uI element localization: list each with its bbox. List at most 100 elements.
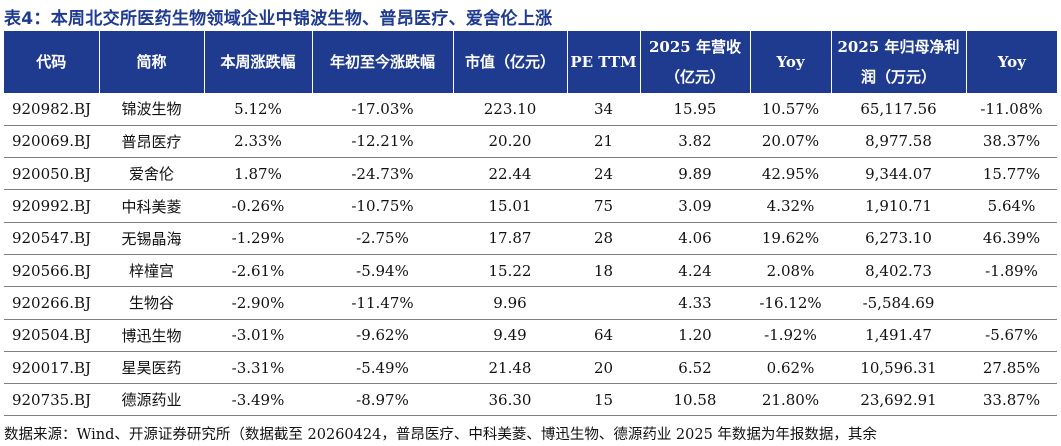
cell-weekly-change: -2.61% (204, 254, 312, 288)
cell-short-name: 星昊医药 (99, 351, 204, 385)
cell-weekly-change: -3.31% (204, 351, 312, 385)
cell-short-name: 德源药业 (99, 383, 204, 417)
cell-market-cap: 9.96 (453, 286, 567, 320)
cell-profit-yoy: 33.87% (966, 383, 1057, 417)
cell-short-name: 无锡晶海 (99, 222, 204, 255)
cell-pe-ttm: 28 (567, 222, 640, 255)
cell-code: 920547.BJ (4, 222, 99, 255)
cell-profit-yoy (966, 286, 1057, 320)
cell-net-profit-2025: 8,402.73 (831, 254, 966, 288)
table-row: 920266.BJ 生物谷 -2.90% -11.47% 9.96 4.33 -16.12%… (4, 286, 1057, 320)
cell-code: 920566.BJ (4, 254, 99, 288)
cell-short-name: 锦波生物 (99, 93, 204, 126)
cell-market-cap: 9.49 (453, 319, 567, 352)
cell-code: 920050.BJ (4, 157, 99, 191)
cell-profit-yoy: 15.77% (966, 157, 1057, 191)
cell-short-name: 博迅生物 (99, 319, 204, 352)
cell-revenue-yoy: 0.62% (750, 351, 831, 385)
cell-net-profit-2025: 9,344.07 (831, 157, 966, 191)
cell-market-cap: 15.22 (453, 254, 567, 288)
table-body: 920982.BJ 锦波生物 5.12% -17.03% 223.10 34 15.95 10… (4, 93, 1057, 417)
cell-pe-ttm: 20 (567, 351, 640, 385)
cell-net-profit-2025: 6,273.10 (831, 222, 966, 255)
cell-revenue-yoy: 4.32% (750, 189, 831, 223)
cell-market-cap: 17.87 (453, 222, 567, 255)
cell-pe-ttm: 24 (567, 157, 640, 191)
cell-net-profit-2025: 1,910.71 (831, 189, 966, 223)
cell-revenue-yoy: -1.92% (750, 319, 831, 352)
cell-weekly-change: 2.33% (204, 125, 312, 159)
cell-revenue-2025: 1.20 (640, 319, 750, 352)
cell-pe-ttm: 15 (567, 383, 640, 417)
header-revenue-yoy: Yoy (749, 31, 831, 93)
cell-pe-ttm: 34 (567, 93, 640, 126)
cell-revenue-yoy: 20.07% (750, 125, 831, 159)
page-title: 表4：本周北交所医药生物领域企业中锦波生物、普昂医疗、爱舍伦上涨 (4, 9, 553, 29)
table-row: 920050.BJ 爱舍伦 1.87% -24.73% 22.44 24 9.89 42.95… (4, 157, 1057, 191)
cell-pe-ttm: 75 (567, 189, 640, 223)
table-row: 920547.BJ 无锡晶海 -1.29% -2.75% 17.87 28 4.06 19.6… (4, 222, 1057, 255)
cell-ytd-change: -5.49% (312, 351, 453, 385)
cell-code: 920069.BJ (4, 125, 99, 159)
cell-net-profit-2025: 23,692.91 (831, 383, 966, 417)
cell-ytd-change: -11.47% (312, 286, 453, 320)
cell-revenue-yoy: 2.08% (750, 254, 831, 288)
cell-revenue-2025: 4.24 (640, 254, 750, 288)
cell-pe-ttm (567, 286, 640, 320)
cell-profit-yoy: 27.85% (966, 351, 1057, 385)
cell-ytd-change: -17.03% (312, 93, 453, 126)
cell-revenue-2025: 3.09 (640, 189, 750, 223)
cell-code: 920266.BJ (4, 286, 99, 320)
header-net-profit-2025: 2025 年归母净利润（万元） (830, 31, 966, 93)
cell-code: 920504.BJ (4, 319, 99, 352)
cell-market-cap: 20.20 (453, 125, 567, 159)
table-row: 920017.BJ 星昊医药 -3.31% -5.49% 21.48 20 6.52 0.62… (4, 351, 1057, 385)
cell-market-cap: 21.48 (453, 351, 567, 385)
cell-weekly-change: -0.26% (204, 189, 312, 223)
table-header: 代码 简称 本周涨跌幅 年初至今涨跌幅 市值（亿元） PE TTM 2025 年营收（亿元）… (4, 31, 1057, 93)
table-row: 920735.BJ 德源药业 -3.49% -8.97% 36.30 15 10.58 21.… (4, 383, 1057, 417)
cell-revenue-2025: 4.06 (640, 222, 750, 255)
header-market-cap: 市值（亿元） (452, 31, 567, 93)
cell-short-name: 梓橦宫 (99, 254, 204, 288)
source-note: 数据来源：Wind、开源证券研究所（数据截至 20260424，普昂医疗、中科美… (4, 427, 877, 443)
cell-profit-yoy: -1.89% (966, 254, 1057, 288)
table-row: 920069.BJ 普昂医疗 2.33% -12.21% 20.20 21 3.82 20.0… (4, 125, 1057, 159)
cell-revenue-yoy: 42.95% (750, 157, 831, 191)
cell-profit-yoy: 46.39% (966, 222, 1057, 255)
cell-revenue-2025: 4.33 (640, 286, 750, 320)
cell-weekly-change: -2.90% (204, 286, 312, 320)
header-short-name: 简称 (98, 31, 204, 93)
cell-code: 920017.BJ (4, 351, 99, 385)
cell-ytd-change: -10.75% (312, 189, 453, 223)
cell-revenue-yoy: 10.57% (750, 93, 831, 126)
cell-weekly-change: -3.49% (204, 383, 312, 417)
header-pe-ttm: PE TTM (566, 31, 640, 93)
header-profit-yoy: Yoy (965, 31, 1057, 93)
cell-market-cap: 223.10 (453, 93, 567, 126)
cell-net-profit-2025: 10,596.31 (831, 351, 966, 385)
cell-net-profit-2025: 1,491.47 (831, 319, 966, 352)
cell-ytd-change: -24.73% (312, 157, 453, 191)
cell-revenue-yoy: -16.12% (750, 286, 831, 320)
cell-code: 920982.BJ (4, 93, 99, 126)
cell-weekly-change: 5.12% (204, 93, 312, 126)
stock-table: 代码 简称 本周涨跌幅 年初至今涨跌幅 市值（亿元） PE TTM 2025 年营收（亿元）… (4, 31, 1057, 417)
cell-net-profit-2025: 65,117.56 (831, 93, 966, 126)
cell-short-name: 中科美菱 (99, 189, 204, 223)
cell-short-name: 普昂医疗 (99, 125, 204, 159)
cell-short-name: 爱舍伦 (99, 157, 204, 191)
header-code: 代码 (36, 53, 67, 71)
cell-profit-yoy: 5.64% (966, 189, 1057, 223)
cell-profit-yoy: 38.37% (966, 125, 1057, 159)
cell-weekly-change: 1.87% (204, 157, 312, 191)
cell-ytd-change: -12.21% (312, 125, 453, 159)
cell-ytd-change: -2.75% (312, 222, 453, 255)
cell-market-cap: 36.30 (453, 383, 567, 417)
header-ytd-change: 年初至今涨跌幅 (311, 31, 453, 93)
cell-net-profit-2025: 8,977.58 (831, 125, 966, 159)
table-row: 920992.BJ 中科美菱 -0.26% -10.75% 15.01 75 3.09 4.3… (4, 189, 1057, 223)
cell-profit-yoy: -11.08% (966, 93, 1057, 126)
cell-revenue-2025: 10.58 (640, 383, 750, 417)
header-row: 代码 简称 本周涨跌幅 年初至今涨跌幅 市值（亿元） PE TTM 2025 年营收（亿元）… (4, 31, 1057, 93)
